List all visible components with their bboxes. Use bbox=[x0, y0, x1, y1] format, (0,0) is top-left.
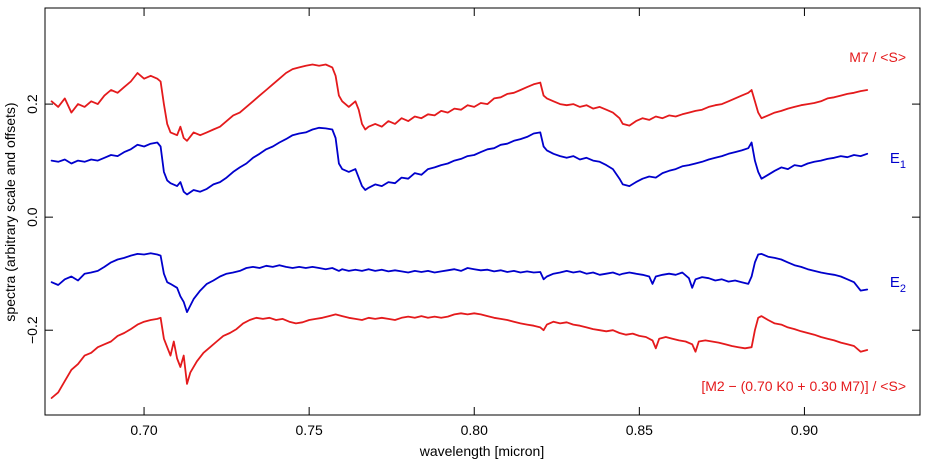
x-axis-title: wavelength [micron] bbox=[419, 443, 545, 459]
axis-ticks: 0.70 0.75 0.80 0.85 0.90 −0.2 0.0 0.2 bbox=[24, 8, 920, 438]
series-line bbox=[50, 126, 869, 196]
x-tick-label: 0.90 bbox=[791, 422, 818, 438]
x-tick-label: 0.80 bbox=[461, 422, 488, 438]
plot-frame bbox=[44, 7, 921, 416]
series-label: [M2 − (0.70 K0 + 0.30 M7)] / <S> bbox=[701, 378, 906, 394]
y-axis-title: spectra (arbitrary scale and offsets) bbox=[2, 102, 18, 321]
y-tick-label: −0.2 bbox=[24, 316, 40, 344]
x-tick-label: 0.75 bbox=[296, 422, 323, 438]
series-label: E1 bbox=[890, 150, 906, 171]
x-tick-label: 0.85 bbox=[626, 422, 653, 438]
series-line bbox=[50, 312, 869, 399]
y-tick-label: 0.2 bbox=[24, 94, 40, 114]
series-label: E2 bbox=[890, 274, 906, 295]
series-line bbox=[50, 63, 869, 142]
labels-layer: M7 / <S> E1 E2 [M2 − (0.70 K0 + 0.30 M7)] /… bbox=[701, 49, 906, 394]
series-label: M7 / <S> bbox=[849, 49, 906, 65]
y-tick-label: 0.0 bbox=[24, 207, 40, 227]
series-line bbox=[50, 252, 869, 313]
x-tick-label: 0.70 bbox=[130, 422, 157, 438]
series-layer bbox=[50, 63, 869, 399]
